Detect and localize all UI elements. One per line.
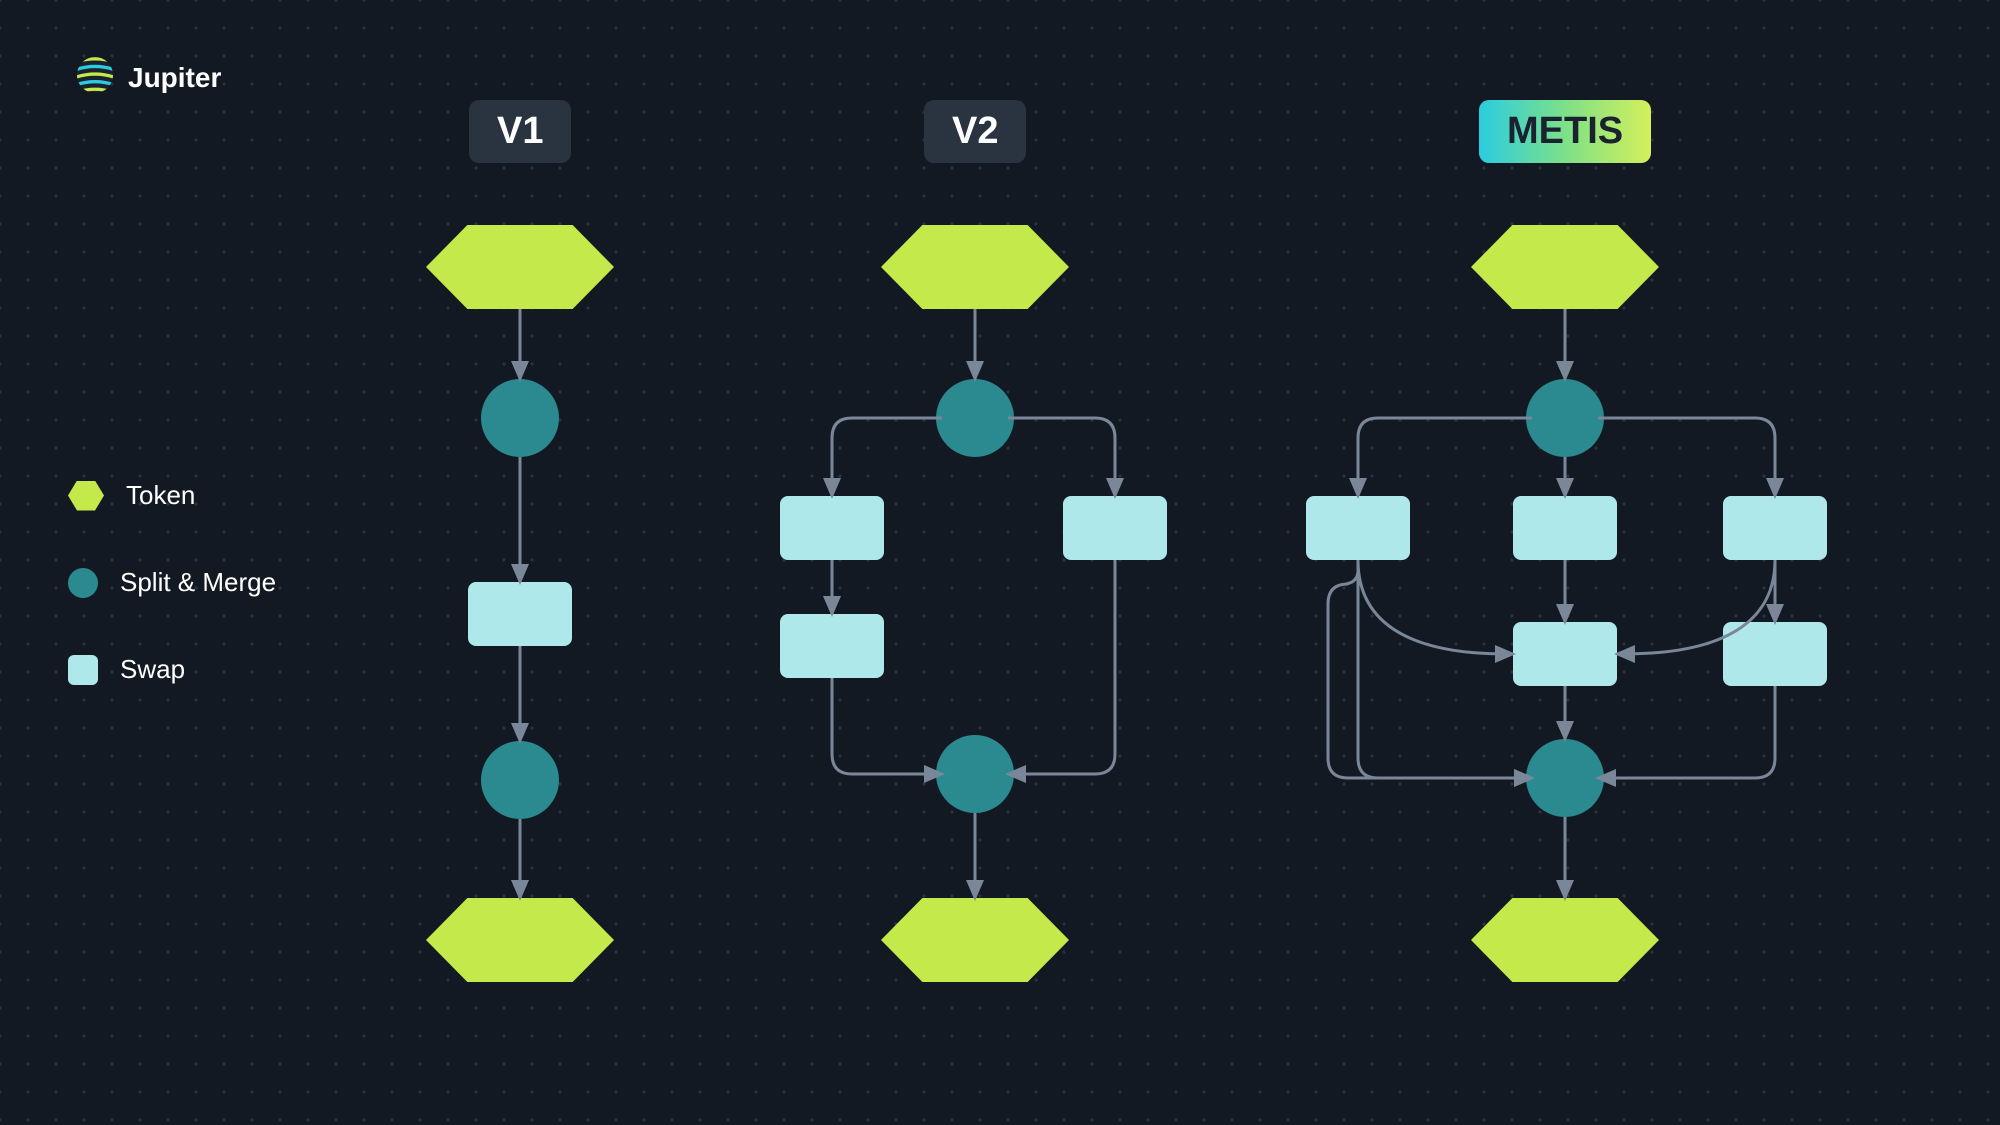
merge-node <box>936 379 1014 457</box>
legend-label: Token <box>126 480 195 511</box>
brand-logo: Jupiter <box>76 56 221 99</box>
brand-name: Jupiter <box>128 62 221 94</box>
legend-item-token: Token <box>68 480 276 511</box>
column-header-v1: V1 <box>469 100 571 163</box>
legend-item-split-merge: Split & Merge <box>68 567 276 598</box>
token-icon <box>68 481 104 511</box>
merge-node <box>481 379 559 457</box>
swap-node <box>1513 622 1617 686</box>
swap-node <box>780 614 884 678</box>
legend-item-swap: Swap <box>68 654 276 685</box>
merge-node <box>1526 739 1604 817</box>
legend-label: Swap <box>120 654 185 685</box>
jupiter-logo-icon <box>76 56 114 99</box>
merge-node <box>1526 379 1604 457</box>
swap-node <box>1513 496 1617 560</box>
column-header-v2: V2 <box>924 100 1026 163</box>
swap-node <box>780 496 884 560</box>
swap-node <box>1306 496 1410 560</box>
column-header-metis: METIS <box>1479 100 1651 163</box>
swap-node <box>1063 496 1167 560</box>
swap-node <box>1723 496 1827 560</box>
merge-node <box>481 741 559 819</box>
swap-node <box>468 582 572 646</box>
merge-node <box>936 735 1014 813</box>
swap-node <box>1723 622 1827 686</box>
swap-icon <box>68 655 98 685</box>
legend: Token Split & Merge Swap <box>68 480 276 741</box>
legend-label: Split & Merge <box>120 567 276 598</box>
merge-icon <box>68 568 98 598</box>
